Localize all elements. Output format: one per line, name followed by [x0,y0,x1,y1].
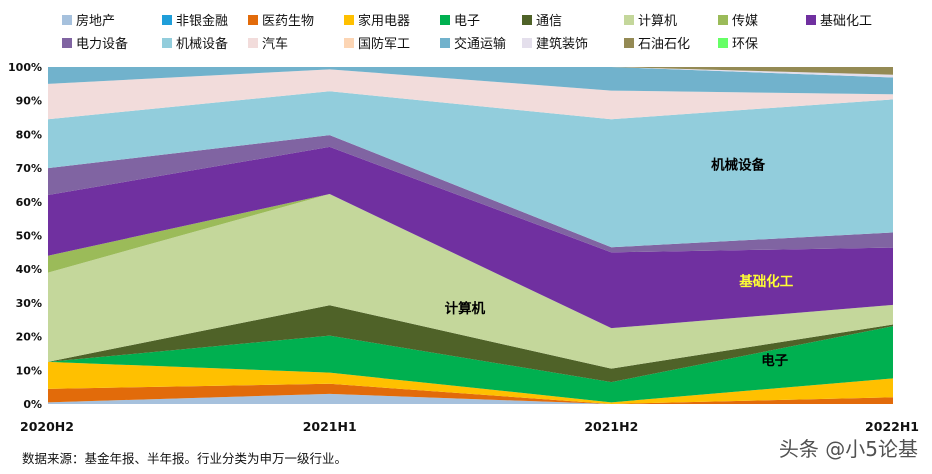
y-tick-label: 70% [16,162,42,175]
legend-item: 交通运输 [440,33,506,52]
area-series-2 [48,383,893,404]
legend-swatch [624,37,634,48]
legend-label: 电力设备 [76,37,129,52]
legend-label: 计算机 [638,14,678,29]
y-tick-label: 90% [16,95,42,108]
area-series-3 [48,361,893,404]
source-note: 数据来源：基金年报、半年报。行业分类为申万一级行业。 [22,451,348,466]
legend-item: 建筑装饰 [522,33,588,52]
legend-item: 医药生物 [248,10,314,29]
area-series-10 [48,91,893,248]
y-tick-label: 20% [16,331,42,344]
legend-swatch [522,37,532,48]
chart-annotation: 电子 [761,352,788,369]
legend-swatch [806,14,816,25]
legend-swatch [162,14,172,25]
legend-label: 医药生物 [262,14,315,29]
legend-item: 汽车 [248,33,288,52]
legend-label: 家用电器 [358,14,411,29]
y-tick-label: 100% [8,61,42,74]
area-series-6 [48,194,893,369]
legend-swatch [718,14,728,25]
x-tick-label: 2021H1 [303,419,357,434]
legend-label: 机械设备 [176,37,229,52]
legend-item: 石油石化 [624,33,690,52]
x-axis: 2020H2 2021H1 2021H2 2022H1 [20,419,919,434]
legend-label: 电子 [454,14,481,29]
x-tick-label: 2020H2 [20,419,74,434]
legend-label: 国防军工 [358,37,411,52]
legend-item: 通信 [522,10,562,29]
legend-item: 家用电器 [344,10,410,29]
legend-swatch [522,14,532,25]
legend-swatch [440,14,450,25]
legend-swatch [440,37,450,48]
legend-item: 电子 [440,10,480,29]
area-series-4 [48,326,893,403]
area-series-13 [48,67,893,95]
legend-label: 传媒 [732,14,759,29]
area-series-0 [48,393,893,404]
legend-swatch [248,14,258,25]
area-series-5 [48,305,893,383]
y-tick-label: 40% [16,263,42,276]
chart-annotation: 机械设备 [711,157,765,174]
chart-annotation: 计算机 [445,300,486,317]
area-series-11 [48,69,893,120]
y-tick-label: 30% [16,297,42,310]
legend-swatch [248,37,258,48]
y-tick-label: 80% [16,128,42,141]
legend-item: 基础化工 [806,10,872,29]
area-series-14 [48,67,893,78]
legend-label: 通信 [536,14,563,29]
legend-item: 计算机 [624,10,677,29]
areas [48,67,893,404]
watermark: 头条 @小5论基 [778,437,918,461]
legend-label: 汽车 [262,37,289,52]
legend-swatch [344,37,354,48]
area-series-9 [48,135,893,253]
legend-label: 非银金融 [176,14,229,29]
legend-swatch [718,37,728,48]
y-tick-label: 0% [23,398,42,411]
legend-item: 环保 [718,33,758,52]
legend-item: 传媒 [718,10,758,29]
y-axis: 0% 10% 20% 30% 40% 50% 60% 70% 80% 90% 100% [8,61,42,411]
legend-swatch [62,37,72,48]
legend-label: 环保 [732,37,759,52]
area-series-8 [48,146,893,329]
legend-label: 基础化工 [820,14,873,29]
legend-label: 交通运输 [454,37,507,52]
y-tick-label: 50% [16,230,42,243]
legend-swatch [344,14,354,25]
x-tick-label: 2021H2 [584,419,638,434]
legend-item: 非银金融 [162,10,228,29]
legend-label: 建筑装饰 [536,37,589,52]
legend-label: 房地产 [76,14,116,29]
x-tick-label: 2022H1 [865,419,919,434]
legend-item: 电力设备 [62,33,128,52]
area-series-15 [48,67,893,75]
y-tick-label: 60% [16,196,42,209]
legend-swatch [62,14,72,25]
y-tick-label: 10% [16,364,42,377]
legend-swatch [162,37,172,48]
chart-annotation: 基础化工 [739,273,793,290]
legend-item: 国防军工 [344,33,410,52]
legend-item: 房地产 [62,10,115,29]
legend-item: 机械设备 [162,33,228,52]
legend-swatch [624,14,634,25]
legend-label: 石油石化 [638,37,691,52]
